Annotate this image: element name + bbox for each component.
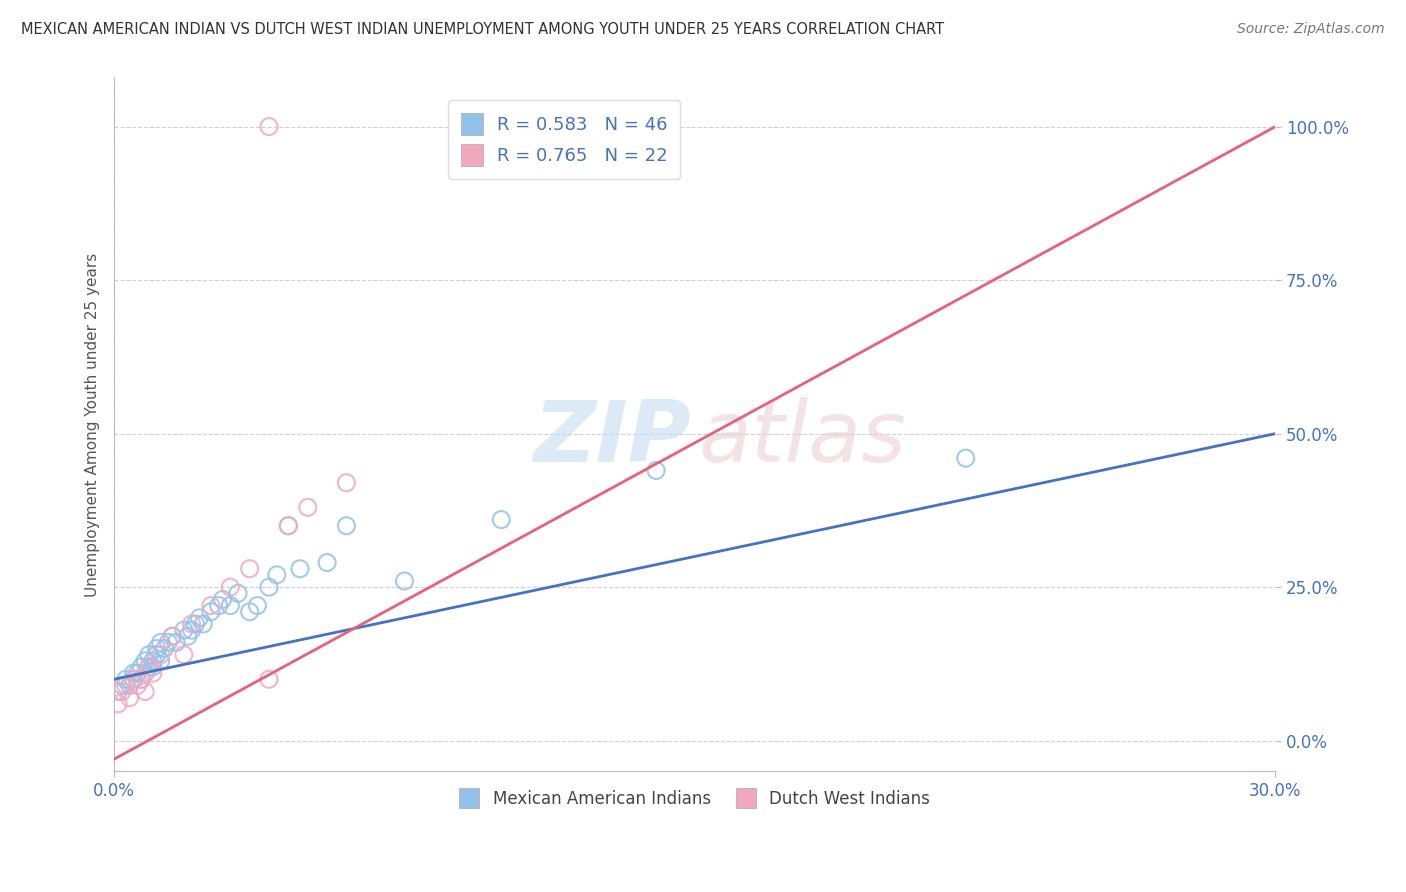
Point [180,617,202,632]
Point [335,518,357,533]
Point [149,635,172,649]
Point [173,648,195,662]
Point [277,518,299,533]
Point [145,648,167,662]
Point [162,629,184,643]
Legend: Mexican American Indians, Dutch West Indians: Mexican American Indians, Dutch West Ind… [453,781,936,815]
Point [118,690,141,705]
Point [138,660,160,674]
Point [118,678,141,692]
Point [114,673,136,687]
Point [246,599,269,613]
Point [107,684,129,698]
Point [219,580,242,594]
Point [184,617,207,632]
Point [153,641,176,656]
Point [226,586,249,600]
Point [257,580,280,594]
Point [138,648,160,662]
Point [134,654,156,668]
Point [142,654,165,668]
Point [129,660,152,674]
Point [111,678,134,692]
Point [211,592,233,607]
Point [149,648,172,662]
Point [114,678,136,692]
Point [142,666,165,681]
Point [127,666,149,681]
Point [955,451,977,466]
Point [127,678,149,692]
Y-axis label: Unemployment Among Youth under 25 years: Unemployment Among Youth under 25 years [86,252,100,597]
Point [180,623,202,637]
Point [134,684,156,698]
Point [142,660,165,674]
Point [193,617,215,632]
Point [122,673,145,687]
Point [177,629,200,643]
Point [257,673,280,687]
Text: ZIP: ZIP [534,397,692,480]
Point [239,562,262,576]
Point [165,635,187,649]
Point [149,654,172,668]
Point [162,629,184,643]
Point [129,673,152,687]
Point [145,641,167,656]
Point [394,574,416,588]
Point [277,518,299,533]
Point [188,611,211,625]
Point [219,599,242,613]
Text: Source: ZipAtlas.com: Source: ZipAtlas.com [1237,22,1385,37]
Point [645,463,668,477]
Point [122,673,145,687]
Text: MEXICAN AMERICAN INDIAN VS DUTCH WEST INDIAN UNEMPLOYMENT AMONG YOUTH UNDER 25 Y: MEXICAN AMERICAN INDIAN VS DUTCH WEST IN… [21,22,945,37]
Text: atlas: atlas [699,397,907,480]
Point [138,660,160,674]
Point [173,623,195,637]
Point [316,556,339,570]
Point [129,673,152,687]
Point [200,599,222,613]
Point [122,666,145,681]
Point [491,513,513,527]
Point [134,666,156,681]
Point [297,500,319,515]
Point [257,120,280,134]
Point [200,605,222,619]
Point [208,599,231,613]
Point [335,475,357,490]
Point [266,567,288,582]
Point [107,697,129,711]
Point [239,605,262,619]
Point [111,684,134,698]
Point [288,562,311,576]
Point [157,635,180,649]
